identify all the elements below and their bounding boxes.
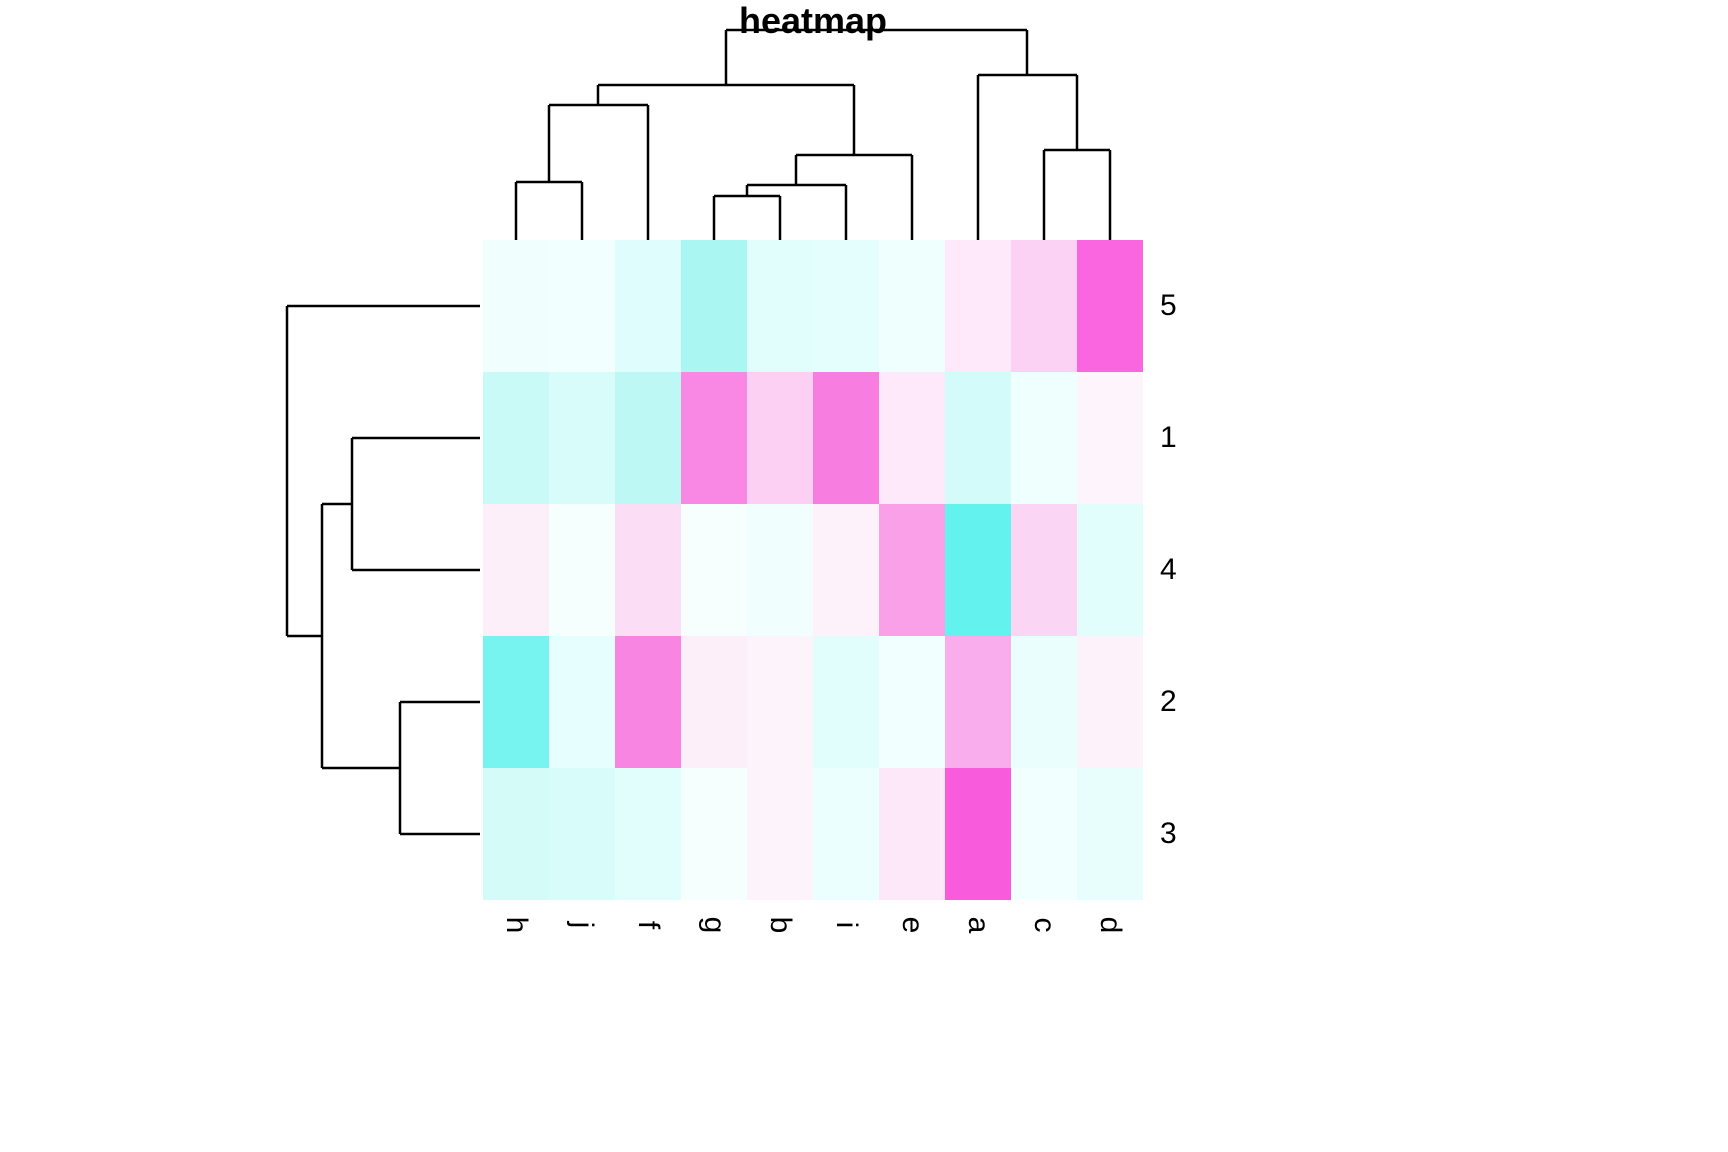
heatmap-cell: [945, 372, 1011, 504]
row-label-1: 1: [1160, 421, 1177, 454]
heatmap-cell: [879, 636, 945, 768]
heatmap-cell: [615, 768, 681, 900]
heatmap-cell: [813, 372, 879, 504]
row-label-5: 5: [1160, 289, 1177, 322]
heatmap-cell: [879, 372, 945, 504]
col-label-d: d: [1094, 916, 1127, 934]
heatmap-cell: [483, 636, 549, 768]
heatmap-cell: [681, 504, 747, 636]
chart-title: heatmap: [738, 0, 888, 41]
heatmap-cell: [813, 768, 879, 900]
heatmap-cell: [1077, 372, 1143, 504]
heatmap-cell: [549, 768, 615, 900]
heatmap-cell: [879, 768, 945, 900]
heatmap-cell: [1077, 636, 1143, 768]
heatmap-cell: [945, 768, 1011, 900]
row-label-3: 3: [1160, 817, 1177, 850]
heatmap-cell: [1011, 372, 1077, 504]
col-label-a: a: [962, 916, 995, 934]
heatmap-cell: [1011, 240, 1077, 372]
heatmap-cell: [747, 768, 813, 900]
heatmap-cell: [945, 240, 1011, 372]
heatmap-cell: [747, 504, 813, 636]
heatmap-cell: [1077, 240, 1143, 372]
col-label-g: g: [698, 916, 731, 934]
heatmap-cell: [879, 504, 945, 636]
col-label-c: c: [1028, 917, 1061, 933]
heatmap-cell: [945, 636, 1011, 768]
heatmap-cell: [483, 372, 549, 504]
heatmap-cell: [615, 240, 681, 372]
heatmap-cell: [1077, 504, 1143, 636]
heatmap-cell: [483, 504, 549, 636]
heatmap-cell: [549, 636, 615, 768]
heatmap-cell: [1011, 636, 1077, 768]
col-label-i: i: [830, 921, 863, 929]
heatmap-cell: [1077, 768, 1143, 900]
heatmap-cell: [813, 504, 879, 636]
row-label-2: 2: [1160, 685, 1177, 718]
heatmap-cell: [549, 240, 615, 372]
col-label-j: j: [566, 921, 599, 929]
heatmap-cell: [483, 768, 549, 900]
col-label-f: f: [632, 920, 665, 930]
col-label-e: e: [896, 916, 929, 934]
col-label-b: b: [764, 916, 797, 934]
heatmap-cell: [615, 372, 681, 504]
heatmap-cell: [747, 240, 813, 372]
heatmap-cell: [549, 504, 615, 636]
heatmap-cell: [813, 636, 879, 768]
heatmap-cell: [813, 240, 879, 372]
heatmap-cell: [879, 240, 945, 372]
heatmap-cell: [483, 240, 549, 372]
heatmap-cell: [615, 636, 681, 768]
heatmap-cell: [681, 768, 747, 900]
col-label-h: h: [500, 916, 533, 934]
heatmap-grid: [483, 240, 1143, 900]
heatmap-cell: [1011, 504, 1077, 636]
heatmap-cell: [549, 372, 615, 504]
heatmap-cell: [681, 372, 747, 504]
heatmap-cell: [945, 504, 1011, 636]
row-label-4: 4: [1160, 553, 1177, 586]
heatmap-cell: [1011, 768, 1077, 900]
heatmap-cell: [681, 636, 747, 768]
heatmap-cell: [747, 636, 813, 768]
heatmap-cell: [747, 372, 813, 504]
heatmap-cell: [681, 240, 747, 372]
heatmap-cell: [615, 504, 681, 636]
